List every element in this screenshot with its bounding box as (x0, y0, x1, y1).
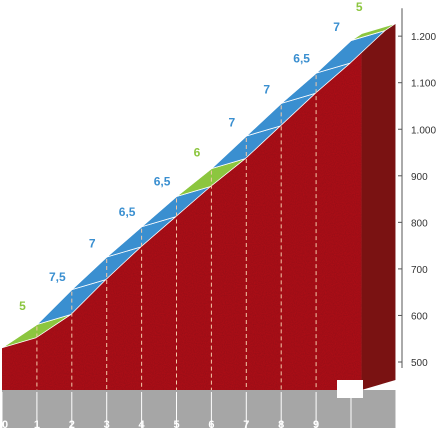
km-label: 9 (313, 419, 319, 431)
gradient-label: 7 (333, 20, 340, 34)
km-label: 0 (2, 419, 8, 431)
base-strip-front (2, 390, 396, 428)
y-tick-label: 700 (411, 265, 428, 276)
km-label: 7 (243, 419, 249, 431)
gradient-label: 6,5 (293, 51, 310, 65)
gradient-label: 6,5 (119, 205, 136, 219)
y-tick-label: 1.200 (411, 32, 436, 43)
km-end-marker (337, 380, 363, 398)
y-tick-label: 1.100 (411, 79, 436, 90)
y-tick-label: 1.000 (411, 125, 436, 136)
y-tick-label: 900 (411, 172, 428, 183)
km-label: 3 (104, 419, 110, 431)
y-tick-label: 800 (411, 218, 428, 229)
km-label: 8 (278, 419, 284, 431)
gradient-label: 7 (263, 83, 270, 97)
gradient-label: 7,5 (49, 270, 66, 284)
y-tick-label: 500 (411, 358, 428, 369)
km-label: 6 (208, 419, 214, 431)
km-axis: 0 1 2 3 4 5 6 7 8 9 10 (1, 380, 363, 431)
km-label: 1 (34, 419, 40, 431)
elevation-side-face (361, 23, 396, 390)
gradient-label: 5 (356, 0, 363, 14)
y-tick-label: 600 (411, 311, 428, 322)
gradient-label: 6 (194, 146, 201, 160)
km-label: 2 (69, 419, 75, 431)
gradient-label: 7 (229, 115, 236, 129)
km-label: 4 (139, 419, 146, 431)
gradient-labels: 5 7,5 7 6,5 6,5 6 7 7 6,5 7 5 (19, 0, 363, 313)
km-label: 5 (173, 419, 179, 431)
km-label: 10 (345, 385, 357, 397)
base-strip (2, 390, 396, 428)
gradient-label: 7 (89, 236, 96, 250)
band-front-edge (1, 33, 362, 349)
gradient-label: 6,5 (154, 175, 171, 189)
elevation-axis: 500 600 700 800 900 1.000 1.100 1.200 (398, 8, 436, 369)
elevation-fill (2, 23, 396, 390)
km-dash-lines (36, 75, 317, 390)
gradient-label: 5 (19, 299, 26, 313)
